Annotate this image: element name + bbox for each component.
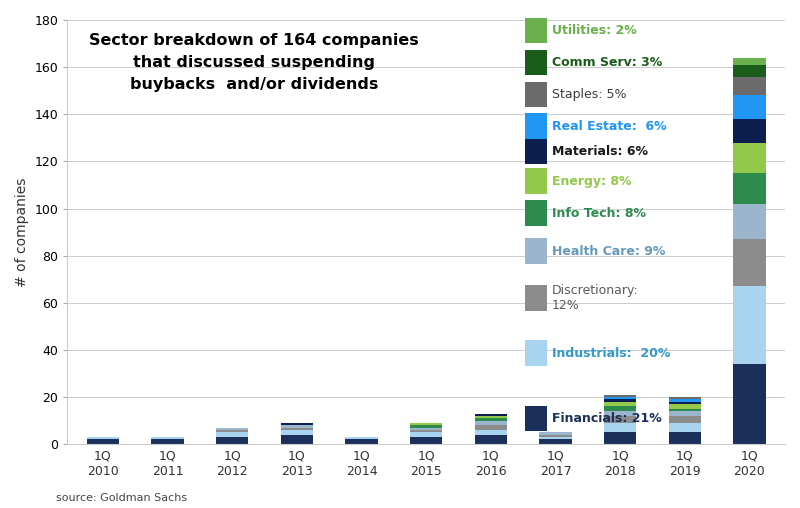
Bar <box>539 437 572 439</box>
Bar <box>669 404 701 409</box>
Bar <box>734 143 766 173</box>
Bar <box>604 411 636 416</box>
Bar <box>216 437 249 444</box>
Bar <box>410 425 442 428</box>
Bar <box>604 423 636 432</box>
Bar <box>151 437 184 439</box>
Bar <box>669 409 701 411</box>
Text: Financials: 21%: Financials: 21% <box>552 412 662 425</box>
Bar <box>281 423 313 425</box>
Bar <box>734 239 766 287</box>
Bar <box>669 399 701 402</box>
Bar <box>604 397 636 399</box>
Bar <box>669 416 701 423</box>
Bar <box>281 425 313 428</box>
Bar <box>346 437 378 439</box>
Bar <box>604 395 636 397</box>
Bar <box>281 430 313 435</box>
Bar <box>669 402 701 404</box>
Bar <box>539 432 572 435</box>
FancyBboxPatch shape <box>526 50 546 75</box>
Bar <box>669 411 701 416</box>
Bar <box>604 406 636 411</box>
Bar <box>734 77 766 96</box>
Bar <box>410 432 442 437</box>
FancyBboxPatch shape <box>526 340 546 366</box>
Text: Comm Serv: 3%: Comm Serv: 3% <box>552 56 662 69</box>
Bar <box>734 65 766 77</box>
Text: Health Care: 9%: Health Care: 9% <box>552 245 665 258</box>
Bar <box>734 119 766 143</box>
Bar <box>410 430 442 432</box>
FancyBboxPatch shape <box>526 169 546 194</box>
Bar <box>734 364 766 444</box>
Text: Real Estate:  6%: Real Estate: 6% <box>552 119 666 133</box>
Bar <box>87 437 119 439</box>
Bar <box>87 439 119 444</box>
Bar <box>734 287 766 364</box>
Text: Staples: 5%: Staples: 5% <box>552 88 626 101</box>
Bar <box>734 96 766 119</box>
Bar <box>669 423 701 432</box>
FancyBboxPatch shape <box>526 238 546 264</box>
Bar <box>474 414 507 416</box>
Bar <box>734 204 766 239</box>
Bar <box>151 439 184 444</box>
Bar <box>216 428 249 430</box>
Bar <box>410 423 442 425</box>
Bar <box>539 435 572 437</box>
Text: Energy: 8%: Energy: 8% <box>552 175 631 187</box>
Bar <box>539 439 572 444</box>
FancyBboxPatch shape <box>526 139 546 164</box>
Bar <box>604 402 636 406</box>
FancyBboxPatch shape <box>526 285 546 310</box>
Text: Sector breakdown of 164 companies
that discussed suspending
buybacks  and/or div: Sector breakdown of 164 companies that d… <box>89 33 419 92</box>
FancyBboxPatch shape <box>526 81 546 107</box>
Bar <box>474 425 507 430</box>
Bar <box>474 416 507 418</box>
FancyBboxPatch shape <box>526 200 546 226</box>
Text: Info Tech: 8%: Info Tech: 8% <box>552 207 646 219</box>
Bar <box>604 432 636 444</box>
Bar <box>669 432 701 444</box>
Bar <box>216 430 249 432</box>
Bar <box>669 397 701 399</box>
Text: Discretionary:
12%: Discretionary: 12% <box>552 284 638 312</box>
Text: Materials: 6%: Materials: 6% <box>552 145 648 158</box>
Bar <box>734 58 766 65</box>
FancyBboxPatch shape <box>526 406 546 431</box>
Bar <box>410 437 442 444</box>
Bar <box>281 435 313 444</box>
Bar <box>281 428 313 430</box>
Bar <box>216 432 249 437</box>
FancyBboxPatch shape <box>526 113 546 139</box>
Bar <box>604 416 636 423</box>
Bar <box>474 421 507 425</box>
Bar <box>346 439 378 444</box>
Text: Industrials:  20%: Industrials: 20% <box>552 346 670 360</box>
FancyBboxPatch shape <box>526 18 546 43</box>
Bar <box>734 173 766 204</box>
Y-axis label: # of companies: # of companies <box>15 177 29 287</box>
Text: source: Goldman Sachs: source: Goldman Sachs <box>56 493 187 503</box>
Text: Utilities: 2%: Utilities: 2% <box>552 24 637 37</box>
Bar <box>604 399 636 402</box>
Bar <box>474 430 507 435</box>
Bar <box>410 428 442 430</box>
Bar <box>474 435 507 444</box>
Bar <box>474 418 507 421</box>
